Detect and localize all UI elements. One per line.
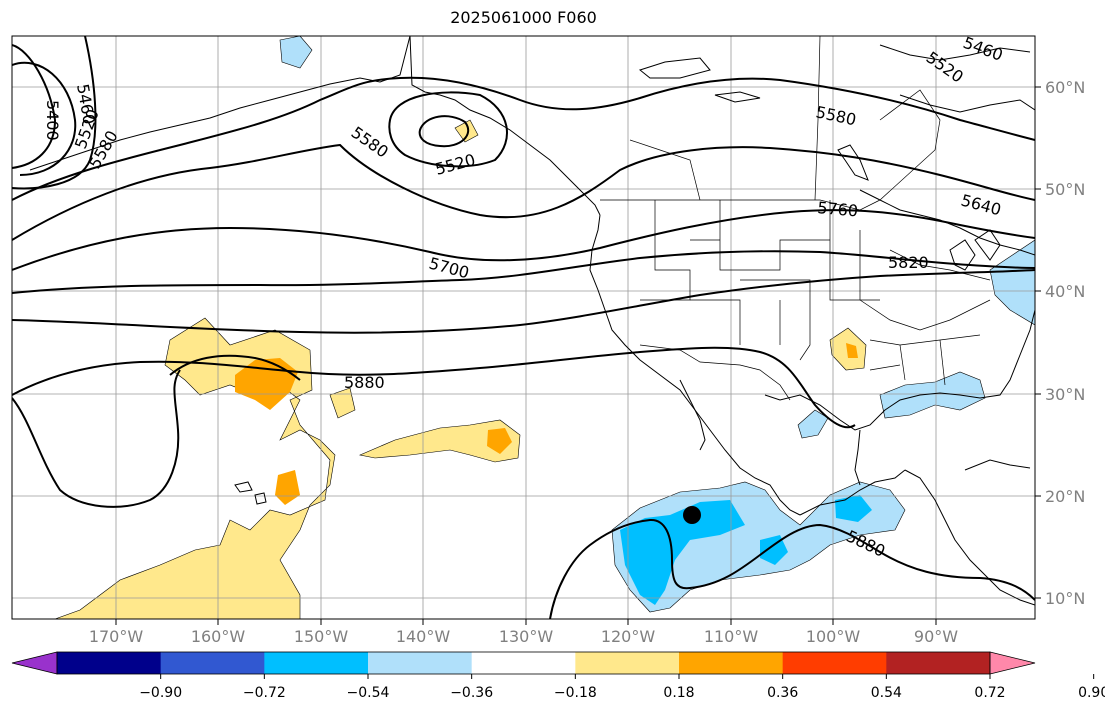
colorbar-segment [368,652,473,674]
colorbar-tick-label: −0.72 [243,685,286,701]
map-border [11,35,1036,620]
lon-label: 170°W [89,627,144,646]
blue-core-1 [620,500,745,605]
contour-label-5400: 5400 [43,100,62,141]
yellow-patch-small [329,387,356,419]
colorbar-segment [886,652,991,674]
lon-label: 140°W [396,627,451,646]
colorbar-extend-high [989,651,1036,675]
map-title: 2025061000 F060 [450,8,597,27]
lat-label: 20°N [1045,487,1085,506]
colorbar-tick-label: 0.18 [663,685,694,701]
yellow-streak-east [358,419,521,463]
colorbar-tick-label: −0.90 [139,685,182,701]
orange-core-3 [487,428,512,454]
colorbar-extend-low [11,651,58,675]
lon-label: 120°W [601,627,656,646]
contour-label-5880: 5880 [344,373,385,392]
colorbar-tick-label: −0.36 [450,685,493,701]
axis-ticks [115,86,1041,625]
colorbar-tick-label: 0.90 [1078,685,1105,701]
colorbar: −0.90 −0.72 −0.54 −0.36 −0.18 0.18 0.36 0.54 0.7… [11,651,1105,701]
colorbar-segment [264,652,369,674]
lat-label: 40°N [1045,282,1085,301]
orange-core-4 [846,343,858,358]
colorbar-tick-label: 0.36 [767,685,798,701]
colorbar-tick-label: 0.54 [871,685,902,701]
lon-label: 130°W [499,627,554,646]
colorbar-segment [160,652,265,674]
lon-label: 110°W [704,627,759,646]
lon-label: 100°W [806,627,861,646]
lat-label: 60°N [1045,78,1085,97]
colorbar-segment [679,652,784,674]
colorbar-outline [56,651,991,675]
blue-core-3 [835,495,872,522]
coastlines [29,36,1035,606]
colorbar-segment [57,652,162,674]
colorbar-tick-label: 0.72 [974,685,1005,701]
colorbar-segment [575,652,680,674]
contour-label-5760: 5760 [817,198,859,220]
colorbar-segment [782,652,887,674]
colorbar-tick-label: −0.54 [347,685,390,701]
lightblue-texas [797,409,829,439]
graticule [12,36,1035,619]
lat-label: 10°N [1045,589,1085,608]
blue-core-2 [760,535,788,565]
political-borders [600,36,991,401]
colorbar-segment [471,652,576,674]
colorbar-tick-label: −0.18 [554,685,597,701]
longitude-labels: 170°W 160°W 150°W 140°W 130°W 120°W 110°… [89,627,958,646]
lon-label: 160°W [191,627,246,646]
contour-label-5820: 5820 [888,253,929,272]
lightblue-gulf [879,371,986,419]
storm-center-marker [683,506,701,524]
positive-anomaly-shading [54,119,867,619]
lat-label: 50°N [1045,180,1085,199]
height-contours [12,36,1035,619]
latitude-labels: 60°N 50°N 40°N 30°N 20°N 10°N [1045,78,1085,608]
lon-label: 150°W [294,627,349,646]
lat-label: 30°N [1045,385,1085,404]
lon-label: 90°W [914,627,958,646]
lightblue-arctic [279,36,313,69]
